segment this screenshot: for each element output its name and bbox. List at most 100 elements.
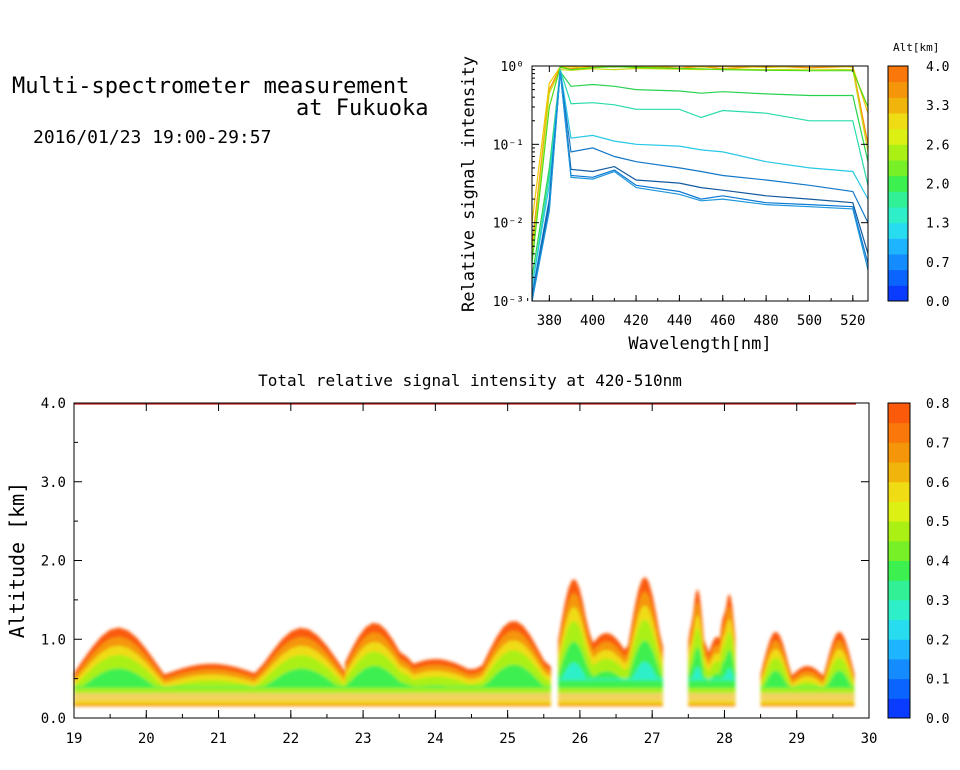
heatmap-colorbar-swatch: [888, 560, 910, 581]
spectrum-y-axis-label: Relative signal intensity: [459, 56, 479, 312]
heatmap-x-tick-label: 22: [282, 731, 299, 747]
measurement-timestamp: 2016/01/23 19:00-29:57: [33, 127, 272, 148]
spectrum-x-tick-label: 380: [537, 313, 562, 329]
spectrum-colorbar-swatch: [888, 160, 908, 177]
heatmap-x-tick-label: 29: [788, 731, 805, 747]
heatmap-colorbar-swatch: [888, 540, 910, 561]
heatmap-x-tick-label: 30: [861, 731, 878, 747]
heatmap-colorbar-swatch: [888, 658, 910, 680]
spectrum-colorbar-swatch: [888, 269, 908, 286]
spectrum-x-axis-label: Wavelength[nm]: [628, 334, 771, 354]
heatmap-colorbar-tick-label: 0.8: [926, 397, 949, 412]
heatmap-colorbar-swatch: [888, 462, 910, 483]
spectrum-series-line: [532, 66, 868, 264]
spectrum-colorbar-swatch: [888, 254, 908, 271]
spectrum-x-tick-label: 420: [623, 313, 648, 329]
spectrum-x-tick-label: 520: [840, 313, 865, 329]
spectrum-colorbar-tick-label: 2.0: [926, 178, 949, 193]
heatmap-x-tick-label: 25: [499, 731, 516, 747]
heatmap-x-tick-label: 20: [138, 731, 155, 747]
heatmap-segment-band: [558, 661, 663, 681]
spectrum-x-tick-label: 440: [667, 313, 692, 329]
heatmap-colorbar-tick-label: 0.7: [926, 436, 949, 451]
spectrum-colorbar-tick-label: 1.3: [926, 217, 949, 232]
spectrum-colorbar-tick-label: 0.0: [926, 295, 949, 310]
heatmap-colorbar-swatch: [888, 521, 910, 542]
heatmap-colorbar-frame: [887, 402, 911, 719]
heatmap-segment-band: [74, 668, 345, 689]
heatmap-y-tick-label: 0.0: [41, 711, 66, 727]
heatmap-colorbar-swatch: [888, 403, 910, 424]
spectrum-colorbar-swatch: [888, 144, 908, 161]
spectrum-colorbar-tick-label: 3.3: [926, 99, 949, 114]
spectrum-colorbar-swatch: [888, 191, 908, 208]
spectrum-y-tick-label: 10⁻²: [493, 217, 524, 232]
heatmap-colorbar-tick-label: 0.0: [926, 712, 949, 727]
chart-title-line1: Multi-spectrometer measurement: [12, 74, 410, 99]
heatmap-colorbar-swatch: [888, 422, 910, 443]
heatmap-y-tick-label: 3.0: [41, 475, 66, 491]
spectrum-y-tick-label: 10⁻³: [493, 295, 524, 310]
heatmap-colorbar-swatch: [888, 639, 910, 660]
heatmap-x-tick-label: 24: [427, 731, 444, 747]
heatmap-x-tick-label: 28: [716, 731, 733, 747]
heatmap-colorbar-tick-label: 0.1: [926, 673, 949, 688]
heatmap-low-layer: [558, 692, 664, 701]
heatmap-x-tick-label: 19: [66, 731, 83, 747]
heatmap-colorbar-swatch: [888, 619, 910, 640]
spectrum-x-tick-label: 400: [580, 313, 605, 329]
spectrum-colorbar-tick-label: 2.6: [926, 138, 949, 153]
spectrum-plot-frame: [531, 65, 869, 302]
heatmap-low-layer: [74, 692, 346, 701]
spectrum-colorbar-swatch: [888, 222, 908, 239]
spectrum-colorbar-swatch: [888, 238, 908, 255]
spectrum-colorbar-swatch: [888, 113, 908, 130]
heatmap-low-layer: [345, 692, 551, 701]
spectrum-x-tick-label: 500: [797, 313, 822, 329]
heatmap-colorbar-tick-label: 0.6: [926, 476, 949, 491]
heatmap-segment-band: [760, 670, 855, 689]
spectrum-colorbar-swatch: [888, 285, 908, 302]
spectrum-series-line: [532, 67, 868, 254]
spectrum-colorbar-tick-label: 4.0: [926, 60, 949, 75]
heatmap-y-tick-label: 4.0: [41, 396, 66, 412]
spectrum-colorbar-swatch: [888, 128, 908, 145]
spectrum-series-line: [532, 69, 868, 288]
heatmap-colorbar-tick-label: 0.4: [926, 555, 950, 570]
heatmap-low-layer: [760, 692, 855, 701]
heatmap-colorbar-swatch: [888, 599, 910, 621]
heatmap-x-tick-label: 21: [210, 731, 227, 747]
spectrum-y-tick-label: 10⁻¹: [493, 138, 524, 153]
chart-title-line2: at Fukuoka: [296, 96, 429, 121]
spectrum-colorbar-tick-label: 0.7: [926, 256, 949, 271]
heatmap-colorbar-swatch: [888, 442, 910, 463]
heatmap-colorbar-swatch: [888, 501, 910, 522]
spectrum-colorbar-swatch: [888, 207, 908, 224]
heatmap-colorbar-tick-label: 0.2: [926, 633, 949, 648]
heatmap-segment-band: [688, 666, 736, 681]
heatmap-colorbar-swatch: [888, 580, 910, 601]
heatmap-low-layer: [688, 692, 736, 701]
spectrum-x-tick-label: 460: [710, 313, 735, 329]
spectrum-colorbar-swatch: [888, 97, 908, 114]
spectrum-colorbar-swatch: [888, 175, 908, 192]
heatmap-x-tick-label: 23: [355, 731, 372, 747]
spectrum-colorbar-label: Alt[km]: [893, 41, 939, 54]
spectrum-colorbar-swatch: [888, 66, 908, 83]
heatmap-x-tick-label: 27: [644, 731, 661, 747]
heatmap-segment-band: [345, 664, 551, 689]
heatmap-colorbar-swatch: [888, 481, 910, 502]
spectrum-colorbar-frame: [887, 65, 909, 302]
heatmap-colorbar-tick-label: 0.3: [926, 594, 949, 609]
heatmap-colorbar-tick-label: 0.5: [926, 515, 949, 530]
heatmap-y-tick-label: 2.0: [41, 554, 66, 570]
spectrum-y-tick-label: 10⁰: [501, 60, 524, 75]
heatmap-colorbar-swatch: [888, 698, 910, 719]
spectrum-x-tick-label: 480: [753, 313, 778, 329]
spectrum-colorbar-swatch: [888, 81, 908, 98]
heatmap-colorbar-swatch: [888, 678, 910, 699]
heatmap-x-tick-label: 26: [571, 731, 588, 747]
spectrum-series-line: [532, 71, 868, 301]
